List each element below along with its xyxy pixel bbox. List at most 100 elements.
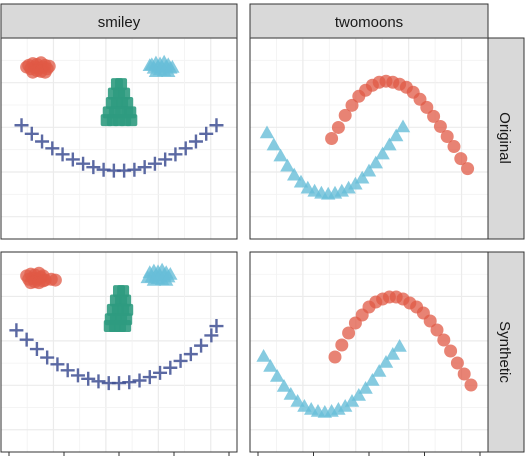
data-point [117,285,130,298]
data-point [259,125,275,139]
panel-border [0,37,238,240]
data-point [263,359,278,372]
data-point [420,100,434,114]
column-label-twomoons: twomoons [335,14,403,31]
data-point [389,128,404,142]
column-strip-smiley: smiley [0,3,238,39]
data-point [121,303,134,316]
data-point [142,370,157,385]
panel-border [249,37,489,240]
strip-background [0,3,238,39]
data-point [454,152,468,166]
data-point [341,180,356,194]
data-point [351,388,366,401]
data-point [378,355,394,368]
data-point [163,266,178,280]
data-point [188,134,203,149]
data-point [447,140,461,154]
data-point [335,338,349,352]
data-point [20,60,34,74]
data-point [368,155,383,169]
data-point [142,58,157,72]
data-point [173,353,188,368]
data-point [331,120,345,134]
data-point [392,339,407,352]
data-point [137,160,152,175]
row-strip-original: Original [487,37,525,240]
panel-smiley-synthetic [0,251,238,453]
data-point [119,294,132,307]
data-point [165,59,180,73]
data-point [122,375,137,390]
data-point [385,347,400,360]
data-point [266,137,281,151]
data-point [290,394,305,407]
data-point [81,371,96,386]
data-point [375,146,390,160]
data-point [440,129,454,143]
panel-smiley-original [0,37,238,240]
data-point [199,126,214,141]
data-point [91,374,106,389]
data-point [270,369,285,382]
data-point [14,118,29,133]
data-point [45,141,60,156]
data-point [40,350,55,365]
data-point [464,378,478,392]
x-axis-ticks [8,452,481,456]
data-point [194,338,209,353]
data-point [209,118,224,133]
data-point [461,162,475,176]
data-point [24,126,39,141]
data-point [35,134,50,149]
data-point [121,97,134,110]
data-point [76,156,91,171]
strip-background [487,37,525,240]
data-point [365,373,380,386]
data-point [457,367,471,381]
data-point [325,132,339,145]
data-point [178,141,193,156]
data-point [204,328,219,343]
strip-background [487,251,525,453]
data-point [86,160,101,175]
data-point [287,167,302,181]
data-point [372,364,387,377]
data-point [209,319,224,334]
data-point [60,363,75,378]
row-label-original: Original [496,112,513,164]
data-point [115,78,128,91]
panel-twomoons-synthetic [249,251,489,453]
data-point [65,152,80,167]
data-point [437,333,451,347]
data-point [256,349,271,362]
data-point [147,156,162,171]
panel-twomoons-original [249,37,489,240]
data-point [153,365,168,380]
data-point [132,373,147,388]
data-point [125,114,138,127]
row-strip-synthetic: Synthetic [487,251,525,453]
data-point [433,119,447,133]
data-point [273,148,288,162]
data-point [361,163,377,177]
data-point [423,314,437,328]
data-point [345,98,359,112]
data-point [42,59,56,73]
data-point [444,344,458,358]
data-point [355,170,370,184]
data-point [183,347,198,362]
data-point [127,162,142,177]
data-point [70,368,85,383]
data-point [140,270,155,284]
data-point [48,273,62,287]
data-point [163,360,178,375]
data-point [119,320,132,333]
data-point [430,323,444,337]
data-point [9,323,24,338]
data-point [29,342,44,357]
data-point [283,387,298,400]
data-point [50,357,65,372]
data-point [293,174,309,188]
data-point [55,147,70,162]
